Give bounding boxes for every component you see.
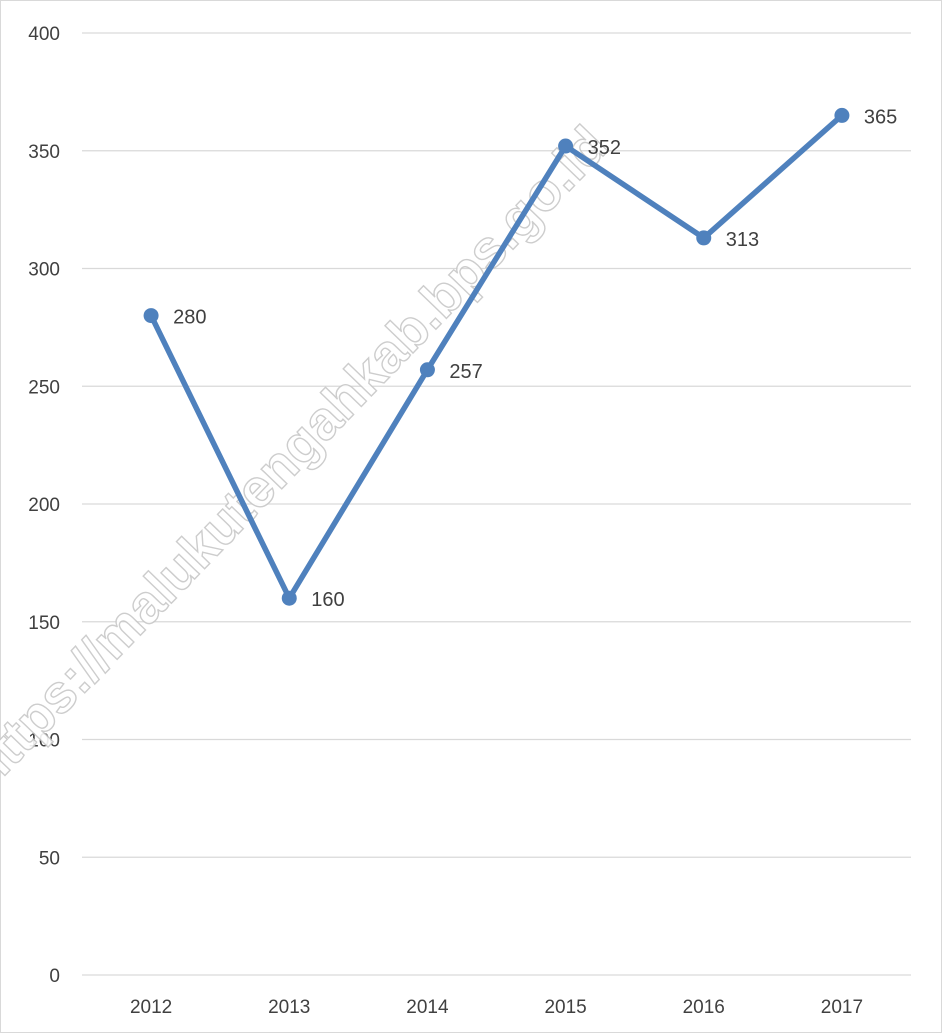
data-label-2017: 365 <box>864 106 897 128</box>
y-axis-tick-labels: 0 50 100 150 200 250 300 350 400 <box>28 24 60 987</box>
x-tick-label-2015: 2015 <box>544 997 586 1018</box>
data-points <box>143 107 850 606</box>
data-point-2014 <box>419 362 435 378</box>
data-label-2015: 352 <box>588 137 621 159</box>
y-tick-label-0: 0 <box>49 966 60 987</box>
data-point-2015 <box>558 138 574 154</box>
data-point-2016 <box>696 230 712 246</box>
data-label-2016: 313 <box>726 229 759 251</box>
data-point-2013 <box>281 590 297 606</box>
x-tick-label-2014: 2014 <box>406 997 449 1018</box>
y-tick-label-350: 350 <box>28 142 60 163</box>
x-tick-label-2016: 2016 <box>683 997 725 1018</box>
data-label-2013: 160 <box>311 589 344 611</box>
data-label-2014: 257 <box>449 361 482 383</box>
x-tick-label-2012: 2012 <box>130 997 172 1018</box>
x-axis-tick-labels: 2012 2013 2014 2015 2016 2017 <box>130 997 863 1018</box>
series-line <box>148 112 845 601</box>
y-tick-label-400: 400 <box>28 24 60 45</box>
gridlines <box>82 32 911 976</box>
y-tick-label-50: 50 <box>39 848 60 869</box>
watermark: https://malukutengahkab.bps.go.id <box>0 114 620 800</box>
data-label-2012: 280 <box>173 307 206 329</box>
data-point-2012 <box>143 308 159 324</box>
y-tick-label-250: 250 <box>28 377 60 398</box>
watermark-text: https://malukutengahkab.bps.go.id <box>0 115 619 800</box>
y-tick-label-300: 300 <box>28 260 60 281</box>
x-tick-label-2013: 2013 <box>268 997 310 1018</box>
data-labels: 280 160 257 352 313 365 <box>173 106 897 611</box>
series-polyline <box>148 112 845 601</box>
y-tick-label-100: 100 <box>28 731 60 752</box>
data-point-2017 <box>834 107 850 123</box>
x-tick-label-2017: 2017 <box>821 997 863 1018</box>
y-tick-label-200: 200 <box>28 495 60 516</box>
y-tick-label-150: 150 <box>28 613 60 634</box>
